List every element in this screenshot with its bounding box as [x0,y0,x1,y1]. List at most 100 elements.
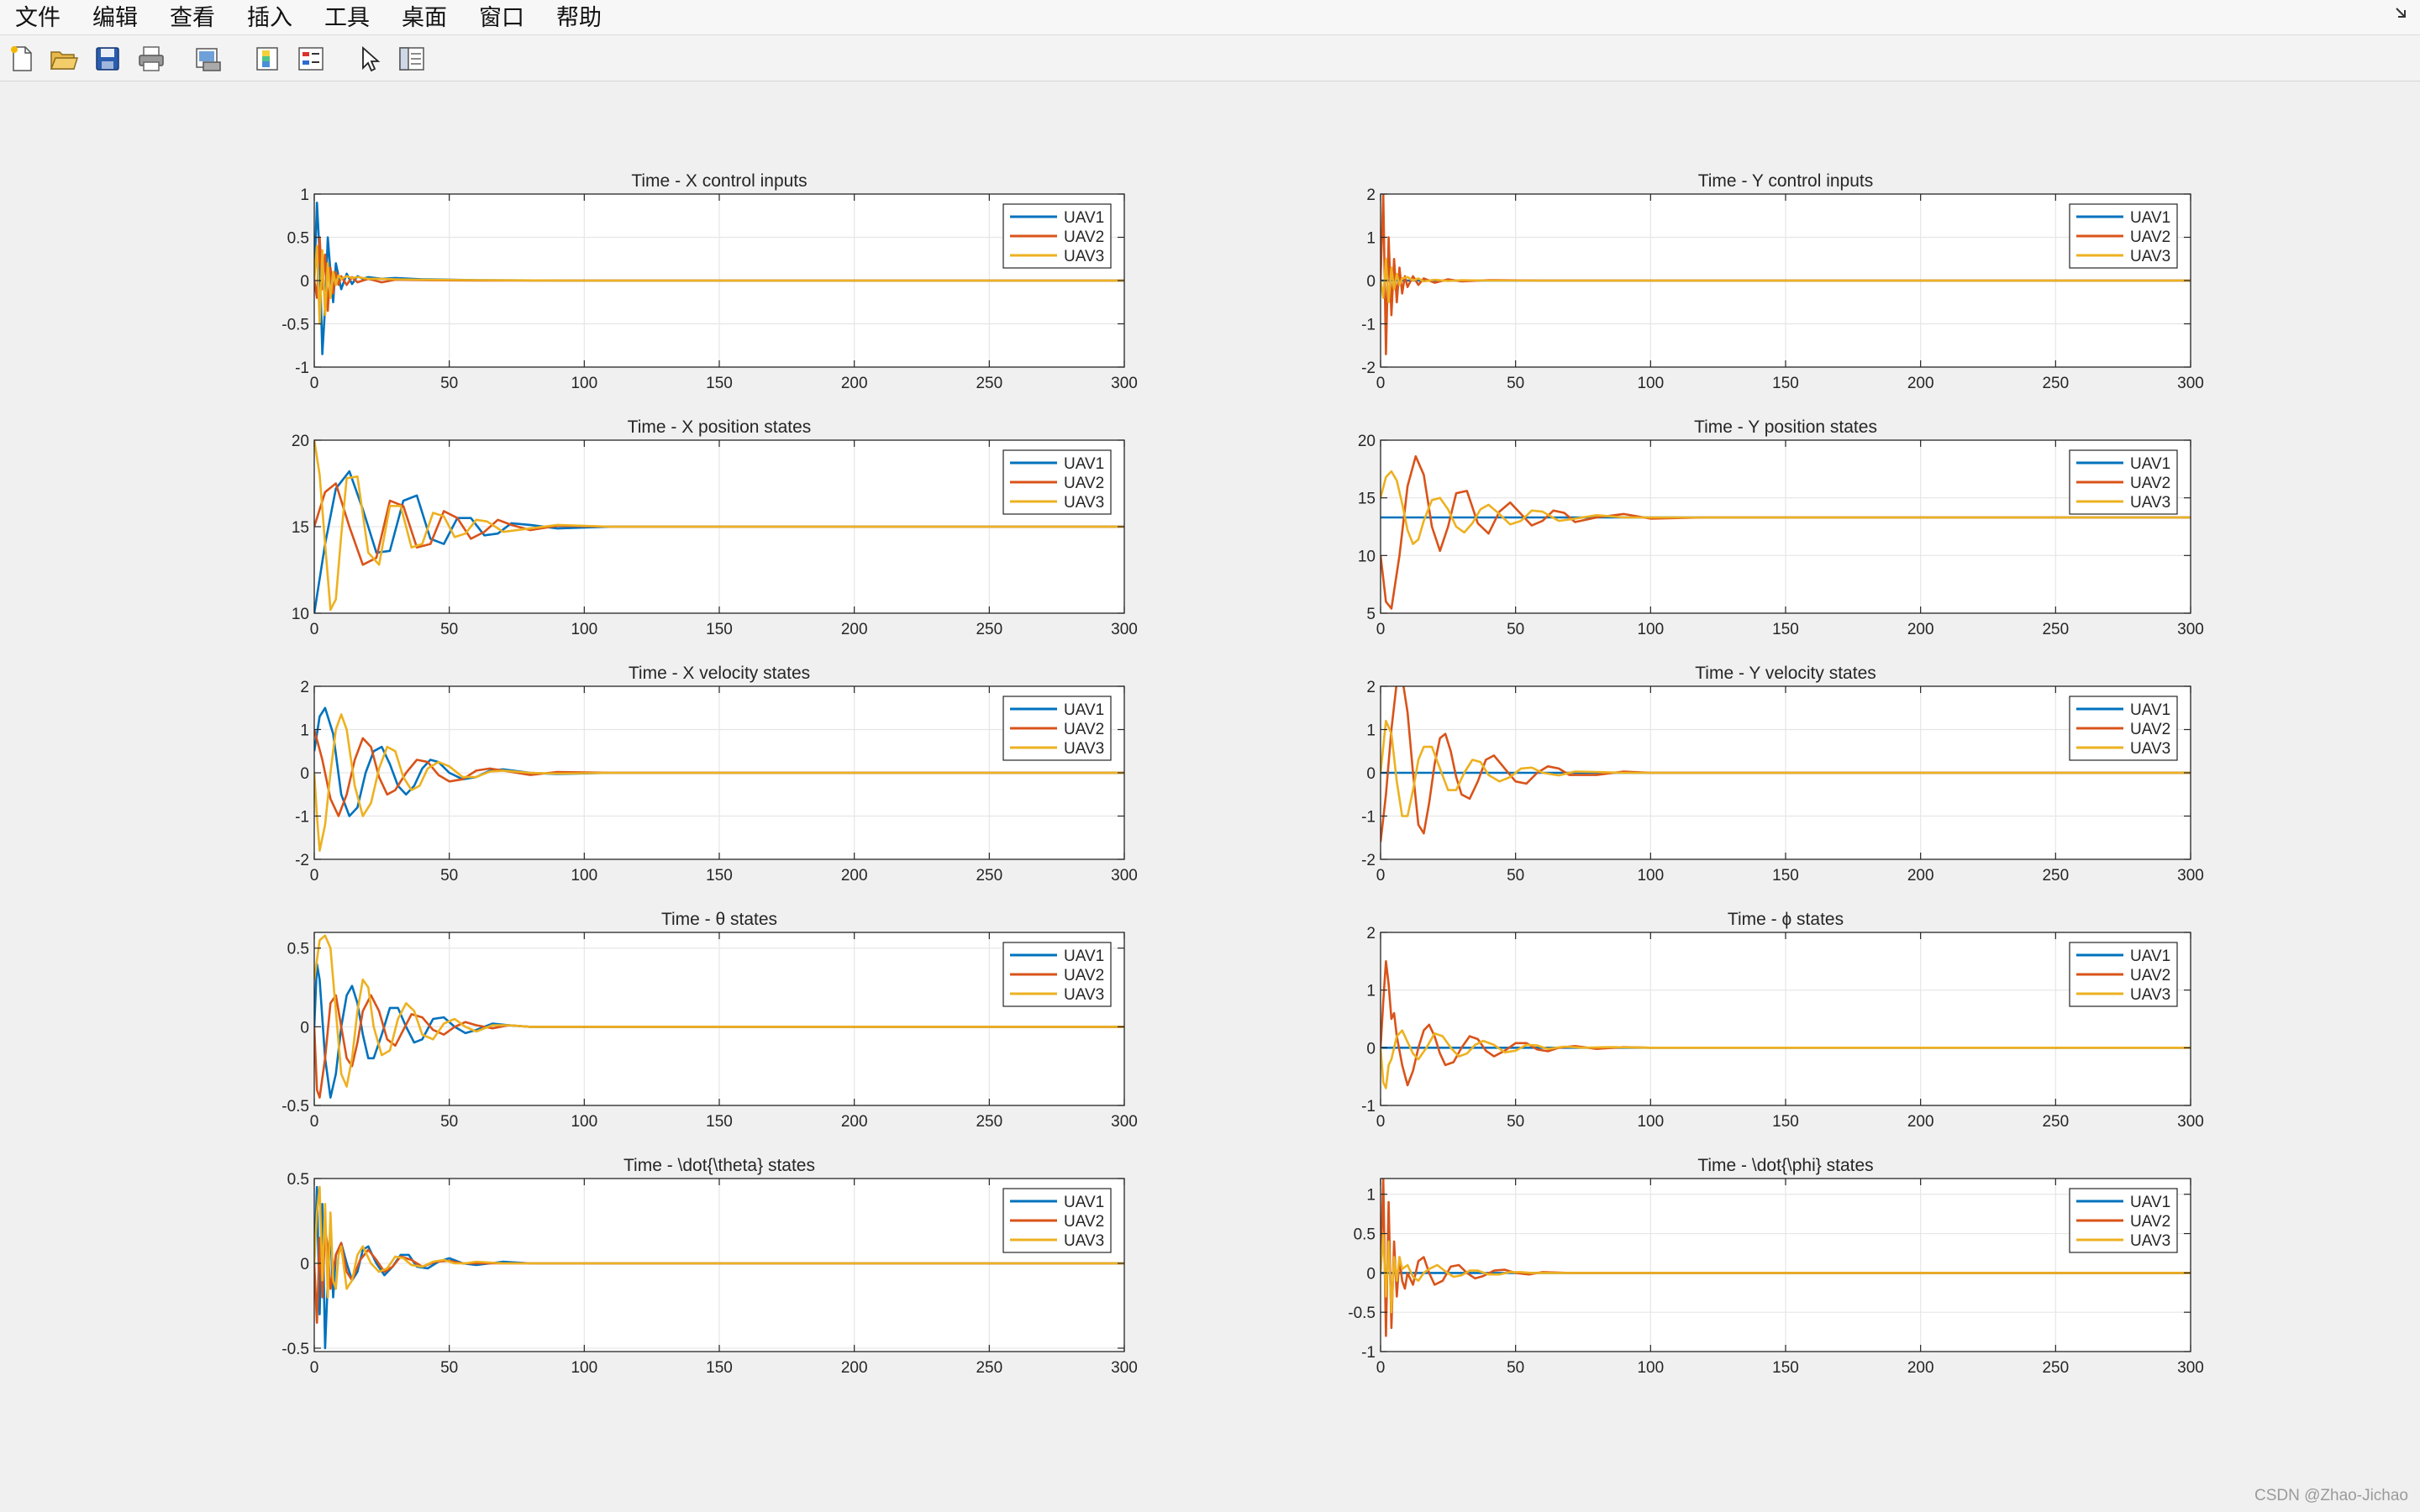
plot-axes-3: 0 50 100 150 200 250 300 10 15 20 Time - X positio… [292,417,1138,638]
series-line-uav2 [314,729,1124,817]
x-tick-label: 50 [440,1113,458,1131]
series-line-uav2 [314,482,1124,566]
y-tick-label: 2 [1366,679,1376,696]
menu-desktop[interactable]: 桌面 [402,5,447,31]
y-tick-label: 1 [300,722,309,740]
insert-legend-icon[interactable] [296,44,326,74]
plot-title: Time - X control inputs [631,171,807,191]
x-tick-label: 200 [1907,867,1934,885]
menu-help[interactable]: 帮助 [556,5,602,31]
x-tick-label: 300 [2177,867,2204,885]
x-tick-label: 50 [1507,375,1524,392]
open-file-icon[interactable] [49,44,79,74]
legend: UAV1 UAV2 UAV3 [2069,696,2178,761]
x-tick-label: 0 [310,867,319,885]
x-tick-label: 150 [1772,1359,1799,1377]
legend-label: UAV2 [1064,228,1104,246]
undock-arrow-icon[interactable] [2393,5,2410,22]
x-tick-label: 100 [571,1113,597,1131]
y-tick-label: -0.5 [1348,1305,1376,1322]
plot-title: Time - Y control inputs [1698,171,1874,191]
x-tick-label: 250 [2042,867,2069,885]
x-tick-label: 150 [706,1359,733,1377]
y-tick-label: 0.5 [1354,1226,1376,1244]
menu-file[interactable]: 文件 [15,5,60,31]
legend-label: UAV1 [1064,209,1104,227]
x-tick-label: 0 [1376,1359,1386,1377]
x-tick-label: 250 [976,621,1002,638]
series-line-uav3 [314,1185,1124,1299]
insert-colorbar-icon[interactable] [252,44,282,74]
y-tick-label: -0.5 [281,1341,309,1358]
menu-insert[interactable]: 插入 [247,5,292,31]
menu-edit[interactable]: 编辑 [92,5,138,31]
x-tick-label: 50 [440,867,458,885]
x-tick-label: 150 [1772,867,1799,885]
x-tick-label: 200 [1907,375,1934,392]
x-tick-label: 250 [2042,375,2069,392]
x-tick-label: 150 [706,621,733,638]
plot-axes-6: 0 50 100 150 200 250 300 -2 -1 0 1 2 Time - Y veloci… [1361,664,2204,885]
x-tick-label: 300 [2177,1359,2204,1377]
legend-label: UAV2 [1064,967,1104,984]
series-line-uav3 [1381,719,2191,817]
plot-title: Time - Y position states [1694,417,1877,437]
new-figure-icon[interactable] [7,44,37,74]
x-tick-label: 100 [571,375,597,392]
y-tick-label: 0 [300,1256,309,1273]
x-tick-label: 100 [1637,1113,1664,1131]
y-tick-label: -1 [295,809,309,827]
menu-tools[interactable]: 工具 [324,5,370,31]
plot-title: Time - θ states [661,910,777,929]
x-tick-label: 250 [2042,1113,2069,1131]
plot-title: Time - X velocity states [629,664,810,683]
edit-plot-pointer-icon[interactable] [355,44,385,74]
plot-axes-5: 0 50 100 150 200 250 300 -2 -1 0 1 2 Time - X veloci… [295,664,1138,885]
x-tick-label: 300 [2177,375,2204,392]
x-tick-label: 300 [1111,375,1138,392]
plot-axes-2: 0 50 100 150 200 250 300 -2 -1 0 1 2 Time - Y contro… [1361,171,2204,392]
x-tick-label: 200 [841,1113,868,1131]
x-tick-label: 300 [2177,1113,2204,1131]
x-tick-label: 200 [1907,1113,1934,1131]
x-tick-label: 200 [1907,621,1934,638]
legend-label: UAV2 [1064,475,1104,492]
y-tick-label: 1 [1366,230,1376,248]
x-tick-label: 0 [1376,1113,1386,1131]
y-tick-label: -2 [295,852,309,869]
legend-label: UAV2 [2130,1213,2170,1231]
x-tick-label: 250 [976,1359,1002,1377]
y-tick-label: 1 [1366,1187,1376,1205]
menu-view[interactable]: 查看 [170,5,215,31]
y-tick-label: 0 [1366,1265,1376,1283]
x-tick-label: 0 [1376,621,1386,638]
print-icon[interactable] [136,44,166,74]
series-line-uav3 [314,244,1124,325]
legend-label: UAV1 [2130,455,2170,473]
y-tick-label: -2 [1361,360,1376,377]
y-tick-label: 0 [1366,765,1376,783]
x-tick-label: 150 [706,1113,733,1131]
legend-label: UAV1 [1064,701,1104,719]
y-tick-label: 20 [292,433,309,450]
print-preview-icon[interactable] [193,44,224,74]
y-tick-label: -0.5 [281,317,309,334]
x-tick-label: 50 [1507,1113,1524,1131]
x-tick-label: 50 [440,621,458,638]
show-plot-tools-icon[interactable] [397,44,427,74]
save-icon[interactable] [92,44,123,74]
series-line-uav3 [314,440,1124,612]
x-tick-label: 0 [310,1113,319,1131]
y-tick-label: -1 [1361,1098,1376,1116]
x-tick-label: 100 [1637,621,1664,638]
legend-label: UAV3 [2130,740,2170,758]
x-tick-label: 0 [310,621,319,638]
plot-axes-10: 0 50 100 150 200 250 300 -1 -0.5 0 0.5 1 Time - \dot… [1348,1156,2204,1377]
x-tick-label: 300 [1111,621,1138,638]
plot-axes-1: 0 50 100 150 200 250 300 -1 -0.5 0 0.5 1 Time - X co… [281,171,1138,392]
y-tick-label: 0.5 [287,230,309,248]
menu-window[interactable]: 窗口 [479,5,524,31]
y-tick-label: 2 [300,679,309,696]
